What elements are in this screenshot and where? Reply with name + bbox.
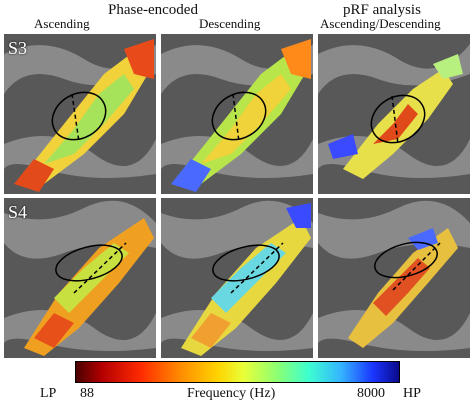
colorbar-low-value: 88 xyxy=(80,386,94,401)
header-ascending: Ascending xyxy=(34,16,90,31)
panel-s3-descending xyxy=(161,34,313,194)
header-phase-encoded: Phase-encoded xyxy=(108,2,198,18)
header-prf-analysis: pRF analysis xyxy=(343,2,421,18)
row-label-s3: S3 xyxy=(8,38,28,58)
colorbar-right-label: HP xyxy=(403,386,421,401)
panel-s4-descending xyxy=(161,198,313,358)
panel-s4-prf xyxy=(318,198,470,358)
row-label-s4: S4 xyxy=(8,202,28,222)
panel-s3-ascending: S3 xyxy=(4,34,156,194)
colorbar-high-value: 8000 xyxy=(357,386,385,401)
colorbar-left-label: LP xyxy=(40,386,57,401)
panel-s3-prf xyxy=(318,34,470,194)
frequency-colorbar xyxy=(75,361,400,383)
header-descending: Descending xyxy=(199,16,261,31)
header-ascending-descending: Ascending/Descending xyxy=(320,16,441,31)
panel-s4-ascending: S4 xyxy=(4,198,156,358)
colorbar-title: Frequency (Hz) xyxy=(187,386,276,401)
